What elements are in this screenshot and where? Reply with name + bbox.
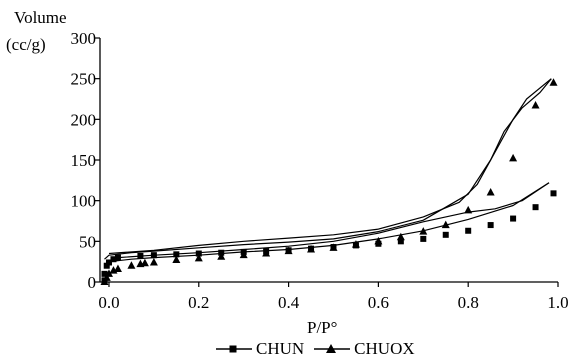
series-chun-point bbox=[114, 254, 121, 261]
series-chuox-point bbox=[419, 227, 428, 235]
series-chun-point bbox=[397, 238, 404, 245]
series-chuox-point bbox=[102, 273, 111, 281]
y-tick-label: 250 bbox=[71, 70, 97, 89]
series-chuox-point bbox=[113, 264, 122, 272]
series-chun-point bbox=[420, 235, 427, 242]
square-marker-icon bbox=[216, 345, 252, 353]
series-chun-point bbox=[465, 227, 472, 234]
series-chun-point bbox=[442, 231, 449, 238]
series-chun-point bbox=[487, 222, 494, 229]
series-chun-point bbox=[532, 204, 539, 211]
legend-item-chun: CHUN bbox=[214, 339, 312, 359]
series-chuox-point bbox=[486, 188, 495, 196]
series-chuox-point bbox=[307, 244, 316, 253]
series-chun-desorption-line bbox=[117, 182, 550, 259]
series-chun-point bbox=[103, 262, 110, 269]
y-tick-label: 150 bbox=[71, 151, 97, 170]
series-chuox-point bbox=[549, 78, 558, 86]
series-chuox-point bbox=[194, 253, 203, 262]
series-chuox-point bbox=[239, 250, 248, 259]
x-tick-label: 0.6 bbox=[368, 293, 389, 312]
series-chuox-point bbox=[284, 246, 293, 255]
series-chun-point bbox=[110, 256, 117, 263]
series-chuox-desorption-line bbox=[108, 78, 552, 255]
series-chun-point bbox=[550, 190, 557, 197]
series-chuox-point bbox=[374, 236, 383, 245]
series-chuox-point bbox=[329, 243, 338, 251]
series-chuox-point bbox=[531, 101, 540, 109]
x-tick-label: 0.2 bbox=[188, 293, 209, 312]
series-chuox-point bbox=[217, 252, 226, 260]
series-chun-point bbox=[173, 251, 180, 258]
triangle-marker-icon bbox=[314, 344, 351, 353]
y-tick-label: 200 bbox=[71, 110, 97, 129]
legend: CHUN CHUOX bbox=[214, 339, 423, 359]
series-chun-point bbox=[150, 252, 157, 259]
x-tick-label: 1.0 bbox=[547, 293, 568, 312]
series-chun-point bbox=[195, 250, 202, 257]
x-tick-label: 0.0 bbox=[98, 293, 119, 312]
series-chun-point bbox=[137, 252, 144, 259]
series-chun-point bbox=[510, 215, 517, 222]
series-chun-point bbox=[101, 270, 108, 277]
legend-label-chun: CHUN bbox=[256, 339, 305, 358]
y-axis-label-line1: Volume bbox=[14, 8, 67, 27]
series-chuox-point bbox=[140, 258, 149, 267]
legend-item-chuox: CHUOX bbox=[312, 339, 422, 359]
series-chuox-point bbox=[464, 205, 473, 214]
y-tick-label: 100 bbox=[71, 192, 97, 211]
series-chuox-point bbox=[127, 261, 136, 269]
series-chun-adsorption-line bbox=[104, 182, 550, 267]
series-chuox-point bbox=[351, 240, 360, 248]
series-chuox-point bbox=[509, 153, 518, 162]
x-tick-label: 0.8 bbox=[458, 293, 479, 312]
series-chuox-adsorption-line bbox=[104, 78, 552, 260]
series-chuox-point bbox=[149, 257, 158, 266]
legend-label-chuox: CHUOX bbox=[354, 339, 415, 358]
y-tick-label: 50 bbox=[79, 232, 96, 251]
series-chuox-point bbox=[262, 249, 271, 257]
series-chuox-point bbox=[172, 255, 181, 264]
x-tick-label: 0.4 bbox=[278, 293, 300, 312]
series-chun-point bbox=[105, 259, 112, 266]
y-tick-label: 0 bbox=[88, 273, 97, 292]
series-chuox-point bbox=[100, 277, 109, 285]
series-chuox-point bbox=[104, 269, 113, 277]
series-chuox-point bbox=[396, 232, 405, 241]
y-tick-label: 300 bbox=[71, 29, 97, 48]
series-chuox-point bbox=[441, 220, 450, 229]
y-axis-label-line2: (cc/g) bbox=[6, 35, 46, 54]
x-axis-label: P/P° bbox=[307, 318, 338, 337]
